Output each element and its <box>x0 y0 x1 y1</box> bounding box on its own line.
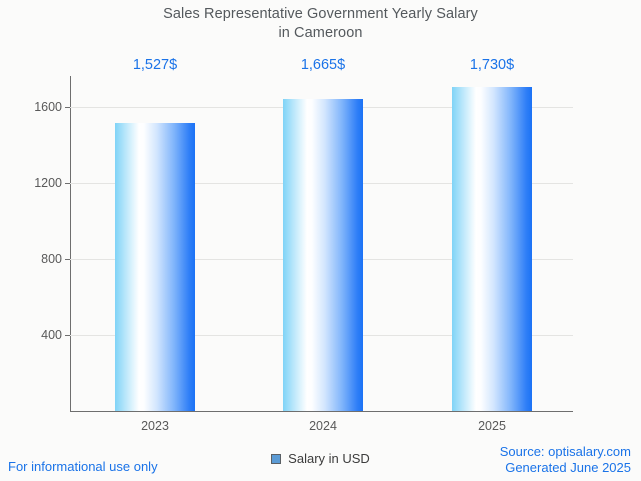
y-tick-label-1200: 1200 <box>34 176 62 190</box>
y-axis-line <box>70 76 71 412</box>
tick-mark-1200 <box>65 183 70 184</box>
y-tick-label-800: 800 <box>41 252 62 266</box>
tick-mark-800 <box>65 259 70 260</box>
legend-swatch-icon <box>271 454 282 464</box>
chart-legend: Salary in USD <box>0 452 641 466</box>
tick-mark-1600 <box>65 107 70 108</box>
bar-2024[interactable] <box>283 99 363 411</box>
source-block: Source: optisalary.com Generated June 20… <box>500 444 631 475</box>
bar-value-2023: 1,527$ <box>132 57 178 73</box>
y-tick-label-1600: 1600 <box>34 100 62 114</box>
chart-title-line-2: in Cameroon <box>278 25 363 41</box>
y-tick-label-400: 400 <box>41 328 62 342</box>
generated-date: Generated June 2025 <box>505 459 631 475</box>
plot-area <box>65 76 573 411</box>
tick-mark-400 <box>65 335 70 336</box>
source-link[interactable]: Source: optisalary.com <box>499 444 631 459</box>
chart-title-line-1: Sales Representative Government Yearly S… <box>163 6 478 22</box>
bar-2023[interactable] <box>115 123 195 411</box>
x-axis-line <box>70 411 573 412</box>
bar-value-2025: 1,730$ <box>469 57 515 73</box>
disclaimer-text: For informational use only <box>8 459 158 474</box>
x-axis-label-2023: 2023 <box>141 419 169 433</box>
bar-value-2024: 1,665$ <box>300 57 346 73</box>
legend-label-salary: Salary in USD <box>288 451 370 466</box>
bar-2025[interactable] <box>452 87 532 411</box>
x-axis-label-2024: 2024 <box>309 419 337 433</box>
x-axis-label-2025: 2025 <box>478 419 506 433</box>
chart-title: Sales Representative Government Yearly S… <box>0 5 641 43</box>
